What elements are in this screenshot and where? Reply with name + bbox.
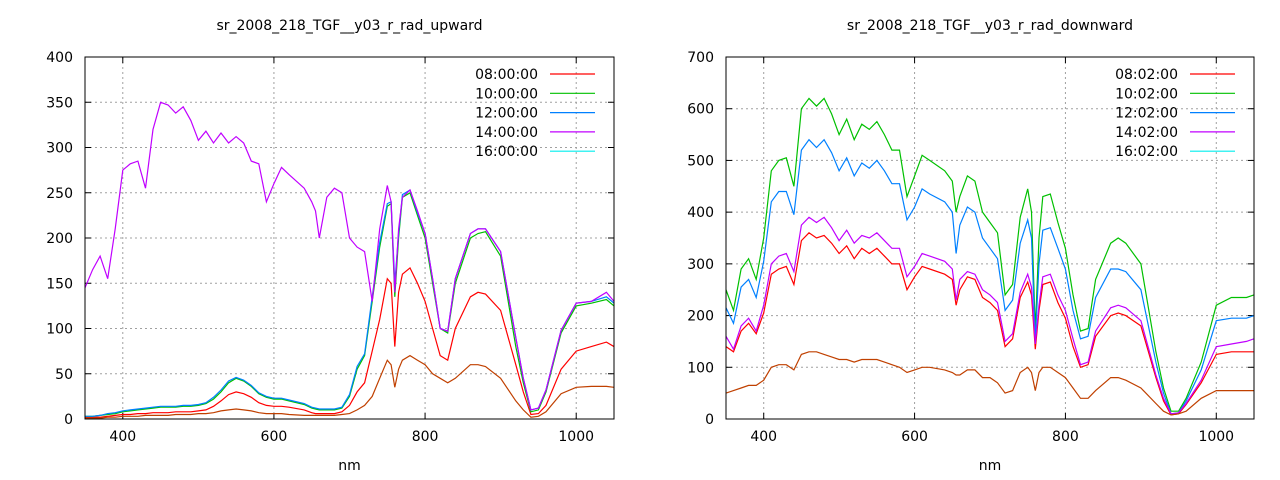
y-tick-label: 100 bbox=[687, 360, 714, 376]
y-tick-label: 200 bbox=[687, 309, 714, 325]
legend-label: 14:00:00 bbox=[475, 125, 538, 141]
x-tick-label: 400 bbox=[750, 429, 777, 445]
legend-label: 10:02:00 bbox=[1115, 86, 1178, 102]
x-axis-label: nm bbox=[979, 458, 1002, 474]
series-line-12-00-00 bbox=[85, 189, 614, 417]
series-line-16-00-00 bbox=[85, 354, 614, 419]
series-line-10-02-00 bbox=[726, 97, 1254, 412]
x-tick-label: 1000 bbox=[558, 429, 594, 445]
plot-frame bbox=[84, 56, 615, 420]
chart-title: sr_2008_218_TGF__y03_r_rad_downward bbox=[847, 18, 1133, 34]
y-tick-label: 250 bbox=[46, 186, 73, 202]
y-tick-label: 0 bbox=[705, 412, 714, 428]
x-tick-label: 800 bbox=[1052, 429, 1079, 445]
y-tick-label: 100 bbox=[46, 322, 73, 338]
chart-title: sr_2008_218_TGF__y03_r_rad_upward bbox=[216, 18, 482, 34]
y-tick-label: 500 bbox=[687, 153, 714, 169]
x-tick-label: 600 bbox=[261, 429, 288, 445]
y-tick-label: 400 bbox=[46, 50, 73, 66]
legend-label: 16:02:00 bbox=[1115, 144, 1178, 160]
y-tick-label: 600 bbox=[687, 102, 714, 118]
x-tick-label: 1000 bbox=[1198, 429, 1234, 445]
plot-frame bbox=[725, 56, 1255, 420]
series-line-10-00-00 bbox=[85, 191, 614, 417]
series-line-08-00-00 bbox=[85, 266, 614, 418]
legend-label: 08:02:00 bbox=[1115, 67, 1178, 83]
legend-label: 12:02:00 bbox=[1115, 106, 1178, 122]
series-line-14-00-00 bbox=[85, 101, 614, 411]
legend-label: 14:02:00 bbox=[1115, 125, 1178, 141]
y-tick-label: 0 bbox=[64, 412, 73, 428]
x-tick-label: 400 bbox=[109, 429, 136, 445]
y-tick-label: 50 bbox=[55, 367, 73, 383]
series-line-16-02-00 bbox=[726, 351, 1254, 416]
y-tick-label: 400 bbox=[687, 205, 714, 221]
y-tick-label: 700 bbox=[687, 50, 714, 66]
legend-label: 10:00:00 bbox=[475, 86, 538, 102]
legend-label: 16:00:00 bbox=[475, 144, 538, 160]
x-tick-label: 600 bbox=[901, 429, 928, 445]
series-line-14-02-00 bbox=[726, 216, 1254, 415]
legend-label: 12:00:00 bbox=[475, 106, 538, 122]
y-tick-label: 350 bbox=[46, 95, 73, 111]
y-tick-label: 300 bbox=[46, 141, 73, 157]
legend-label: 08:00:00 bbox=[475, 67, 538, 83]
x-tick-label: 800 bbox=[412, 429, 439, 445]
x-axis-label: nm bbox=[338, 458, 361, 474]
series-line-12-02-00 bbox=[726, 138, 1254, 415]
series-line-08-02-00 bbox=[726, 232, 1254, 416]
y-tick-label: 150 bbox=[46, 276, 73, 292]
y-tick-label: 200 bbox=[46, 231, 73, 247]
y-tick-label: 300 bbox=[687, 257, 714, 273]
